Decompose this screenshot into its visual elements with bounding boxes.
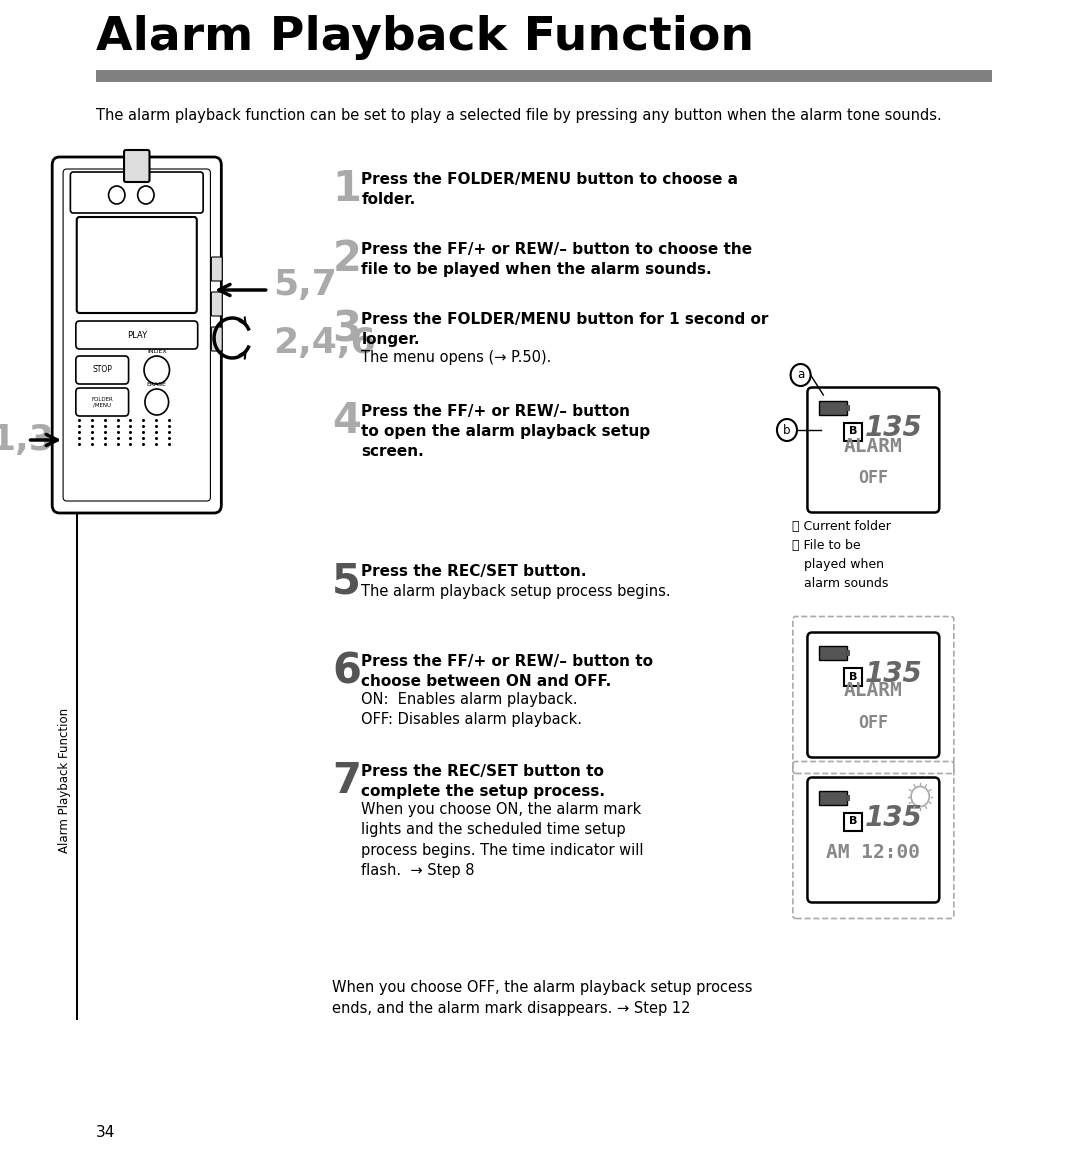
Text: 7: 7 — [333, 759, 362, 802]
Text: PLAY: PLAY — [126, 331, 147, 340]
Circle shape — [145, 390, 168, 415]
Text: Alarm Playback Function: Alarm Playback Function — [96, 15, 754, 60]
Bar — [847, 405, 850, 410]
Text: ERASE: ERASE — [147, 381, 166, 387]
Text: ⓐ Current folder
ⓑ File to be
   played when
   alarm sounds: ⓐ Current folder ⓑ File to be played whe… — [792, 520, 890, 590]
Text: 1,3: 1,3 — [0, 423, 55, 457]
Bar — [847, 650, 850, 655]
FancyBboxPatch shape — [212, 292, 222, 316]
Text: b: b — [783, 423, 791, 437]
Text: Press the FOLDER/MENU button to choose a
folder.: Press the FOLDER/MENU button to choose a… — [362, 172, 739, 207]
Text: Alarm Playback Function: Alarm Playback Function — [57, 707, 70, 853]
Text: 6: 6 — [333, 650, 362, 692]
Text: The alarm playback function can be set to play a selected file by pressing any b: The alarm playback function can be set t… — [96, 108, 942, 123]
Bar — [820, 645, 847, 660]
FancyBboxPatch shape — [808, 387, 940, 512]
Text: ALARM: ALARM — [843, 437, 903, 455]
Text: OFF: OFF — [859, 469, 889, 487]
Circle shape — [144, 356, 170, 384]
Text: 135: 135 — [864, 415, 922, 443]
Text: 135: 135 — [864, 660, 922, 688]
Bar — [843, 422, 862, 440]
Text: STOP: STOP — [92, 365, 112, 375]
FancyBboxPatch shape — [212, 327, 222, 351]
Circle shape — [791, 364, 811, 386]
Text: The menu opens (→ P.50).: The menu opens (→ P.50). — [362, 350, 552, 365]
Bar — [76, 440, 78, 1020]
FancyBboxPatch shape — [77, 217, 197, 313]
Circle shape — [109, 186, 125, 203]
Text: When you choose ON, the alarm mark
lights and the scheduled time setup
process b: When you choose ON, the alarm mark light… — [362, 802, 644, 879]
Text: 135: 135 — [864, 805, 922, 832]
Text: Press the FF/+ or REW/– button to choose the
file to be played when the alarm so: Press the FF/+ or REW/– button to choose… — [362, 242, 753, 276]
Text: Press the REC/SET button to
complete the setup process.: Press the REC/SET button to complete the… — [362, 764, 606, 799]
Bar — [820, 400, 847, 415]
FancyBboxPatch shape — [52, 157, 221, 513]
Text: Press the REC/SET button.: Press the REC/SET button. — [362, 564, 586, 579]
Bar — [843, 667, 862, 686]
Text: ON:  Enables alarm playback.
OFF: Disables alarm playback.: ON: Enables alarm playback. OFF: Disable… — [362, 692, 582, 727]
FancyBboxPatch shape — [124, 150, 149, 181]
Text: Press the FOLDER/MENU button for 1 second or
longer.: Press the FOLDER/MENU button for 1 secon… — [362, 312, 769, 347]
Text: 5: 5 — [333, 560, 361, 602]
Text: OFF: OFF — [859, 714, 889, 732]
Text: The alarm playback setup process begins.: The alarm playback setup process begins. — [362, 584, 671, 599]
Circle shape — [912, 786, 929, 807]
Bar — [847, 794, 850, 800]
Text: 3: 3 — [333, 307, 362, 350]
Bar — [843, 813, 862, 830]
Text: 5,7: 5,7 — [273, 268, 337, 302]
Text: B: B — [849, 672, 858, 682]
Circle shape — [777, 418, 797, 440]
Text: 2,4,6: 2,4,6 — [273, 326, 376, 360]
FancyBboxPatch shape — [76, 356, 129, 384]
Text: 1: 1 — [333, 168, 362, 210]
Text: When you choose OFF, the alarm playback setup process
ends, and the alarm mark d: When you choose OFF, the alarm playback … — [333, 980, 753, 1016]
Bar — [820, 791, 847, 805]
FancyBboxPatch shape — [76, 321, 198, 349]
Text: FOLDER
/MENU: FOLDER /MENU — [92, 397, 113, 407]
Text: AM 12:00: AM 12:00 — [826, 843, 920, 861]
Text: 2: 2 — [333, 238, 361, 280]
Text: B: B — [849, 427, 858, 437]
FancyBboxPatch shape — [808, 778, 940, 903]
FancyBboxPatch shape — [76, 388, 129, 416]
Text: INDEX: INDEX — [147, 349, 166, 354]
Text: B: B — [849, 816, 858, 827]
Text: 34: 34 — [96, 1125, 116, 1140]
FancyBboxPatch shape — [63, 169, 211, 501]
FancyBboxPatch shape — [70, 172, 203, 213]
Text: 4: 4 — [333, 400, 361, 442]
Text: Press the FF/+ or REW/– button
to open the alarm playback setup
screen.: Press the FF/+ or REW/– button to open t… — [362, 403, 650, 459]
FancyBboxPatch shape — [808, 632, 940, 757]
Text: Press the FF/+ or REW/– button to
choose between ON and OFF.: Press the FF/+ or REW/– button to choose… — [362, 654, 653, 689]
Bar — [96, 71, 991, 82]
Circle shape — [137, 186, 154, 203]
Text: a: a — [797, 369, 805, 381]
Text: ALARM: ALARM — [843, 682, 903, 701]
FancyBboxPatch shape — [212, 257, 222, 281]
